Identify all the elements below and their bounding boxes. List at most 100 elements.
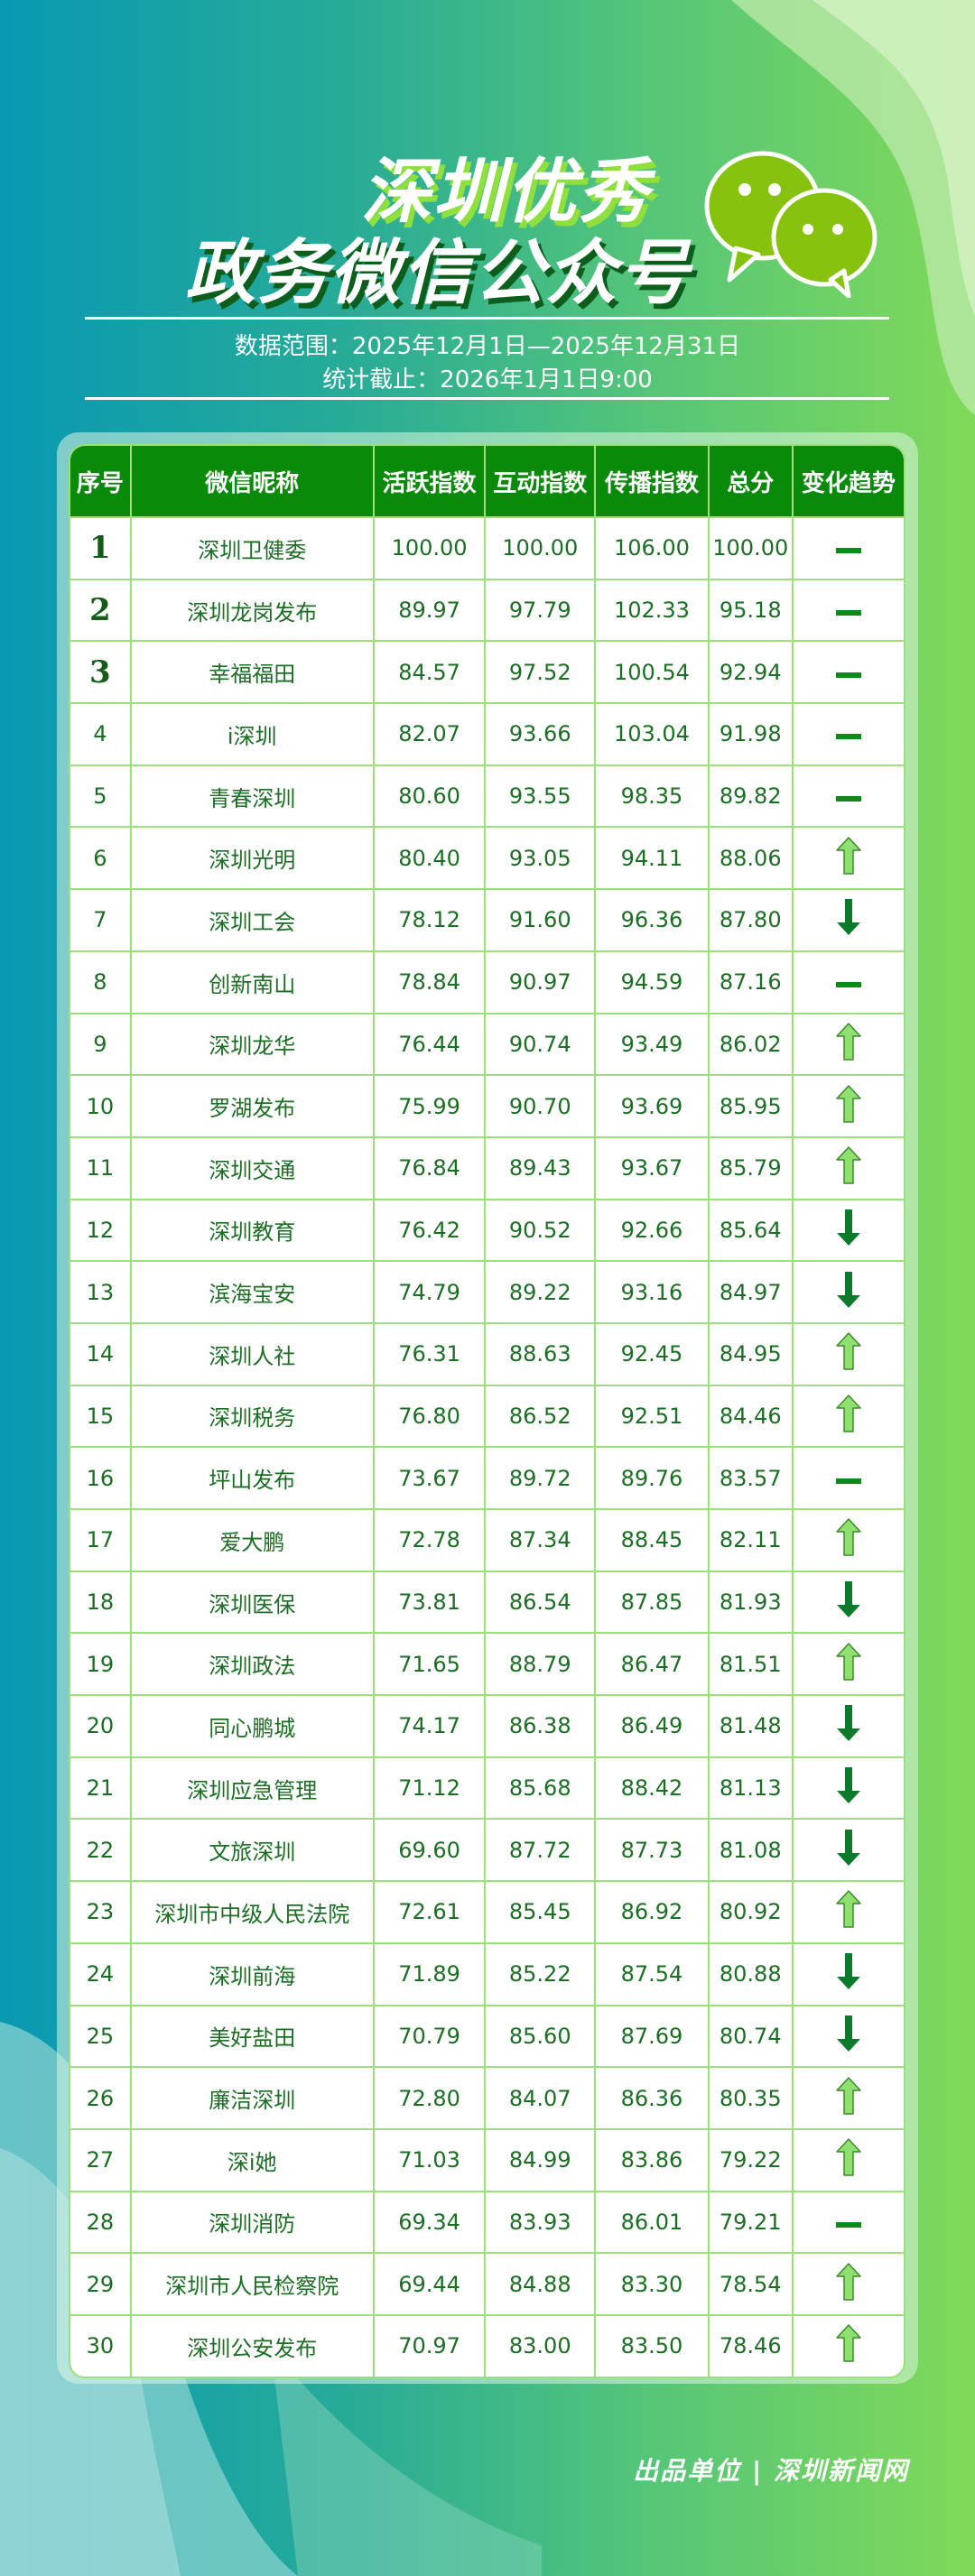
- cell-total: 85.95: [709, 1074, 794, 1136]
- arrow-up-icon: [835, 1642, 862, 1687]
- cell-name: 深圳卫健委: [131, 516, 375, 579]
- cell-activity: 76.44: [374, 1012, 487, 1075]
- arrow-down-icon: [835, 1271, 862, 1315]
- cell-interaction: 90.52: [486, 1198, 597, 1261]
- arrow-down-icon: [835, 2015, 862, 2059]
- cell-total: 80.92: [709, 1880, 794, 1942]
- cell-rank: 10: [70, 1074, 132, 1136]
- trend-cell: [793, 2127, 904, 2191]
- cell-name: 滨海宝安: [131, 1260, 375, 1322]
- dash-icon: [835, 1466, 862, 1491]
- cell-rank: 17: [70, 1508, 132, 1571]
- table-row: 28 深圳消防 69.34 83.93 86.01 79.21: [70, 2190, 904, 2253]
- cell-total: 100.00: [709, 516, 794, 579]
- cell-rank: 21: [70, 1756, 132, 1819]
- cell-activity: 70.97: [374, 2313, 487, 2377]
- trend-cell: [793, 516, 904, 579]
- trend-cell: [793, 950, 904, 1013]
- cell-rank: 27: [70, 2127, 132, 2191]
- arrow-down-icon: [835, 1209, 862, 1253]
- ranking-table: 序号 微信昵称 活跃指数 互动指数 传播指数 总分 变化趋势 1 深圳卫健委 100.00 100…: [69, 444, 905, 2378]
- column-header-rank: 序号: [70, 446, 132, 516]
- trend-cell: [793, 2252, 904, 2314]
- cell-interaction: 93.66: [486, 702, 597, 764]
- cell-rank: 23: [70, 1880, 132, 1942]
- trend-cell: [793, 1508, 904, 1571]
- table-row: 24 深圳前海 71.89 85.22 87.54 80.88: [70, 1941, 904, 2005]
- cell-rank: 22: [70, 1818, 132, 1881]
- cell-name: 深圳税务: [131, 1384, 375, 1447]
- cell-total: 80.35: [709, 2066, 794, 2128]
- cell-name: i深圳: [131, 702, 375, 764]
- cell-interaction: 87.72: [486, 1818, 597, 1881]
- cell-name: 深圳消防: [131, 2190, 375, 2253]
- trend-cell: [793, 1880, 904, 1942]
- cell-spread: 87.54: [596, 1941, 710, 2005]
- cell-name: 罗湖发布: [131, 1074, 375, 1136]
- trend-cell: [793, 1818, 904, 1880]
- cell-interaction: 89.22: [486, 1260, 597, 1322]
- divider-top: [85, 317, 889, 320]
- cell-interaction: 97.52: [486, 640, 597, 703]
- data-range: 数据范围：2025年12月1日—2025年12月31日: [234, 333, 741, 360]
- dash-icon: [835, 598, 862, 623]
- cell-spread: 92.66: [596, 1198, 710, 1261]
- cell-name: 青春深圳: [131, 764, 375, 827]
- cell-activity: 76.84: [374, 1135, 487, 1199]
- cell-interaction: 86.52: [486, 1384, 597, 1447]
- title-line-1: 深圳优秀: [361, 152, 651, 233]
- cell-interaction: 97.79: [486, 578, 597, 641]
- trend-cell: [793, 640, 904, 702]
- column-header-trend: 变化趋势: [793, 446, 904, 516]
- cell-total: 78.54: [709, 2252, 794, 2314]
- table-row: 4 i深圳 82.07 93.66 103.04 91.98: [70, 702, 904, 764]
- cell-total: 80.88: [709, 1941, 794, 2005]
- table-row: 14 深圳人社 76.31 88.63 92.45 84.95: [70, 1321, 904, 1385]
- cell-spread: 87.85: [596, 1570, 710, 1633]
- cell-interaction: 90.74: [486, 1012, 597, 1075]
- cell-rank: 29: [70, 2252, 132, 2314]
- cell-spread: 106.00: [596, 516, 710, 579]
- cell-interaction: 88.63: [486, 1321, 597, 1385]
- arrow-up-icon: [835, 1518, 862, 1562]
- cell-name: 深圳公安发布: [131, 2313, 375, 2377]
- cell-spread: 83.86: [596, 2127, 710, 2191]
- table-header: 序号 微信昵称 活跃指数 互动指数 传播指数 总分 变化趋势: [70, 446, 904, 516]
- dash-icon: [835, 535, 862, 561]
- cell-activity: 69.44: [374, 2252, 487, 2314]
- cell-interaction: 100.00: [486, 516, 597, 579]
- dash-icon: [835, 969, 862, 995]
- cell-rank: 13: [70, 1260, 132, 1322]
- cell-rank: 28: [70, 2190, 132, 2253]
- arrow-up-icon: [835, 1084, 862, 1129]
- cell-spread: 87.69: [596, 2004, 710, 2067]
- cell-activity: 71.12: [374, 1756, 487, 1819]
- cell-name: 深圳市人民检察院: [131, 2252, 375, 2314]
- arrow-down-icon: [835, 1767, 862, 1811]
- trend-cell: [793, 2004, 904, 2067]
- table-row: 30 深圳公安发布 70.97 83.00 83.50 78.46: [70, 2313, 904, 2377]
- table-row: 27 深i她 71.03 84.99 83.86 79.22: [70, 2127, 904, 2191]
- cell-spread: 88.45: [596, 1508, 710, 1571]
- cell-spread: 102.33: [596, 578, 710, 641]
- dash-icon: [835, 2210, 862, 2235]
- cell-activity: 72.61: [374, 1880, 487, 1942]
- cell-name: 文旅深圳: [131, 1818, 375, 1881]
- cutoff-time: 统计截止：2026年1月1日9:00: [322, 366, 653, 394]
- trend-cell: [793, 826, 904, 888]
- cell-spread: 86.01: [596, 2190, 710, 2253]
- cell-name: 深圳医保: [131, 1570, 375, 1633]
- cell-spread: 100.54: [596, 640, 710, 703]
- cell-total: 92.94: [709, 640, 794, 703]
- cell-name: 深圳前海: [131, 1941, 375, 2005]
- column-header-spread: 传播指数: [596, 446, 710, 516]
- cell-interaction: 90.97: [486, 950, 597, 1013]
- cell-name: 深圳光明: [131, 826, 375, 889]
- cell-name: 深圳人社: [131, 1321, 375, 1385]
- trend-cell: [793, 2066, 904, 2128]
- cell-spread: 94.11: [596, 826, 710, 889]
- cell-name: 美好盐田: [131, 2004, 375, 2067]
- table-row: 13 滨海宝安 74.79 89.22 93.16 84.97: [70, 1260, 904, 1322]
- cell-activity: 71.89: [374, 1941, 487, 2005]
- cell-activity: 78.12: [374, 888, 487, 950]
